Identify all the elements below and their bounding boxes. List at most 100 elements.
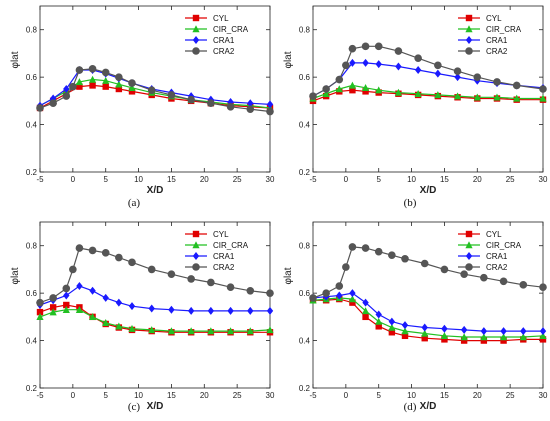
data-point [309, 92, 317, 100]
data-point [76, 83, 83, 90]
legend-marker [465, 230, 473, 238]
x-tick-label: 0 [344, 175, 349, 184]
y-axis-label: φlat [10, 267, 21, 284]
data-point [115, 253, 123, 262]
y-tick-label: 0.6 [299, 289, 311, 298]
legend: CYL CIR_CRA CRA1 CRA2 [185, 230, 249, 272]
data-point [512, 81, 521, 90]
data-point [480, 333, 488, 341]
legend-marker [192, 241, 200, 249]
x-tick-label: 0 [71, 391, 76, 400]
data-point [246, 105, 255, 113]
series-cra2 [309, 42, 547, 100]
data-point [349, 289, 356, 298]
legend-label: CRA2 [213, 263, 235, 272]
data-point [266, 306, 274, 315]
data-point [115, 85, 123, 93]
panel-caption: (a) [128, 197, 141, 209]
data-point [187, 327, 195, 335]
data-point [388, 251, 396, 259]
data-point [75, 78, 84, 86]
legend: CYL CIR_CRA CRA1 CRA2 [458, 14, 522, 56]
x-tick-label: 10 [407, 175, 416, 184]
data-point [147, 86, 156, 94]
legend-label: CRA1 [486, 252, 508, 261]
data-point [500, 337, 507, 344]
legend-label: CIR_CRA [213, 25, 249, 34]
y-tick-label: 0.2 [299, 168, 311, 177]
data-point [420, 259, 429, 268]
data-point [349, 86, 356, 94]
data-point [361, 84, 370, 92]
data-point [441, 336, 448, 343]
data-point [69, 265, 77, 274]
data-point [394, 47, 403, 55]
data-point [168, 305, 175, 314]
data-point [128, 324, 136, 332]
x-tick-label: 25 [506, 175, 515, 184]
y-tick-label: 0.6 [26, 289, 38, 298]
data-point [187, 306, 195, 315]
x-tick-label: 30 [266, 175, 275, 184]
legend-marker [465, 14, 473, 22]
data-point [128, 302, 136, 311]
data-point [539, 336, 547, 343]
data-point [49, 308, 57, 316]
data-point [401, 254, 409, 263]
legend-label: CRA2 [486, 263, 508, 272]
x-tick-label: 10 [134, 391, 143, 400]
legend-marker [192, 263, 200, 271]
data-point [266, 107, 274, 116]
series-line [39, 68, 271, 113]
data-point [460, 325, 468, 334]
data-point [62, 284, 71, 293]
data-point [460, 270, 468, 278]
series-cra2 [309, 243, 547, 302]
x-tick-label: 30 [266, 391, 275, 400]
data-point [227, 306, 234, 315]
data-point [102, 293, 109, 302]
y-tick-label: 0.4 [299, 121, 311, 130]
data-point [440, 265, 449, 274]
data-point [453, 67, 462, 76]
data-point [89, 286, 96, 295]
data-point [473, 73, 482, 81]
data-point [362, 58, 369, 67]
legend-label: CIR_CRA [213, 241, 249, 250]
data-point [128, 79, 136, 87]
series-cir-cra [309, 81, 547, 102]
data-point [460, 333, 468, 341]
data-point [246, 286, 255, 295]
data-point [348, 44, 357, 53]
data-point [421, 323, 428, 332]
data-point [101, 68, 110, 77]
data-point [434, 91, 442, 99]
legend-marker [192, 47, 200, 55]
legend-label: CRA2 [486, 47, 508, 56]
panel-d: -5 0 5 10 15 20 25 30 0.2 0.4 0.6 0.8 X/D φlat CYL CIR_… [283, 221, 548, 413]
data-point [207, 306, 215, 315]
legend-marker [192, 14, 200, 22]
series-line [312, 84, 543, 100]
data-point [36, 308, 44, 316]
panel-b: -5 0 5 10 15 20 25 30 0.2 0.4 0.6 0.8 X/D φlat CYL CIR_… [283, 5, 548, 209]
data-point [309, 294, 317, 302]
data-point [375, 323, 382, 330]
data-point [247, 306, 254, 315]
data-point [147, 265, 156, 274]
data-point [342, 263, 350, 271]
panel-caption: (b) [404, 197, 417, 209]
data-point [500, 327, 507, 336]
x-axis-label: X/D [420, 185, 437, 196]
y-tick-label: 0.4 [299, 337, 311, 346]
data-point [207, 327, 215, 335]
data-point [36, 104, 44, 112]
x-axis-label: X/D [147, 185, 164, 196]
y-axis-label: φlat [10, 51, 21, 68]
x-tick-label: -5 [36, 175, 44, 184]
x-axis-label: X/D [147, 401, 164, 412]
data-point [102, 83, 109, 90]
series-line [312, 246, 544, 299]
y-tick-label: 0.2 [26, 384, 38, 393]
data-point [460, 337, 468, 344]
